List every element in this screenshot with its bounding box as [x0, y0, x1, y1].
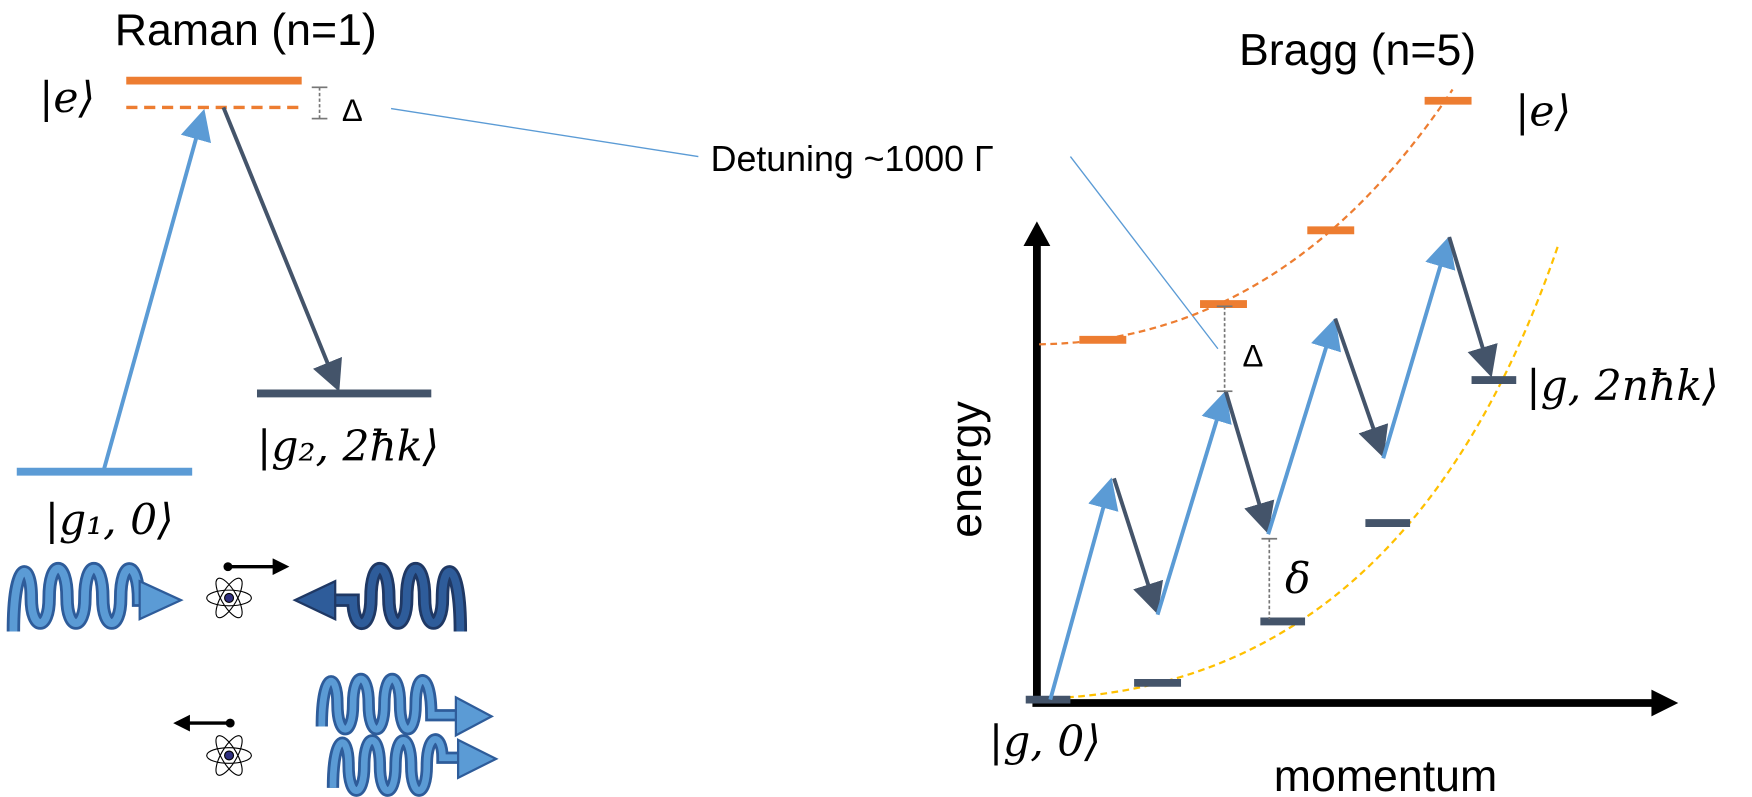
ground-levels	[1026, 380, 1517, 700]
bragg-panel: Bragg (n=5) |e⟩ Δ δ |g, 2nħk⟩ |g, 0⟩ ene…	[942, 26, 1719, 797]
raman-initial-label: |g₁, 0⟩	[45, 496, 174, 545]
excited-levels	[1079, 101, 1471, 340]
bragg-excited-label: |e⟩	[1515, 87, 1571, 136]
connector-line	[391, 109, 698, 157]
bragg-detuning-symbol: Δ	[1242, 339, 1263, 374]
stokes-arrow	[223, 107, 336, 384]
raman-final-label: |g₂, 2ħk⟩	[257, 423, 439, 472]
beam-right-head	[140, 581, 181, 619]
x-axis-head	[1651, 690, 1678, 717]
scattered-beams	[322, 679, 496, 791]
pump-arrow	[104, 116, 202, 469]
raman-excited-label: |e⟩	[39, 74, 95, 123]
y-axis-head	[1023, 221, 1050, 246]
detuning-bracket	[312, 87, 328, 118]
raman-panel: Raman (n=1) |e⟩ Δ |g₂, 2ħk⟩ |g₁, 0⟩	[13, 6, 496, 791]
raman-detuning-symbol: Δ	[342, 93, 363, 128]
atom-bottom	[207, 732, 252, 779]
y-axis-label: energy	[942, 400, 991, 537]
beam-left-head	[295, 581, 335, 619]
two-photon-detuning-symbol: δ	[1285, 554, 1311, 603]
atom-top	[207, 575, 252, 622]
x-axis-label: momentum	[1274, 752, 1498, 797]
ground-dispersion	[1045, 244, 1559, 699]
bragg-title: Bragg (n=5)	[1239, 26, 1476, 75]
detuning-annotation: Detuning ~1000 Γ	[711, 139, 994, 179]
raman-title: Raman (n=1)	[115, 6, 377, 55]
diagram: Raman (n=1) |e⟩ Δ |g₂, 2ħk⟩ |g₁, 0⟩ Detu…	[0, 0, 1752, 797]
bragg-final-label: |g, 2nħk⟩	[1526, 362, 1718, 411]
bragg-initial-label: |g, 0⟩	[989, 717, 1101, 766]
connector-line	[1070, 157, 1217, 349]
bragg-transitions	[1050, 237, 1489, 700]
